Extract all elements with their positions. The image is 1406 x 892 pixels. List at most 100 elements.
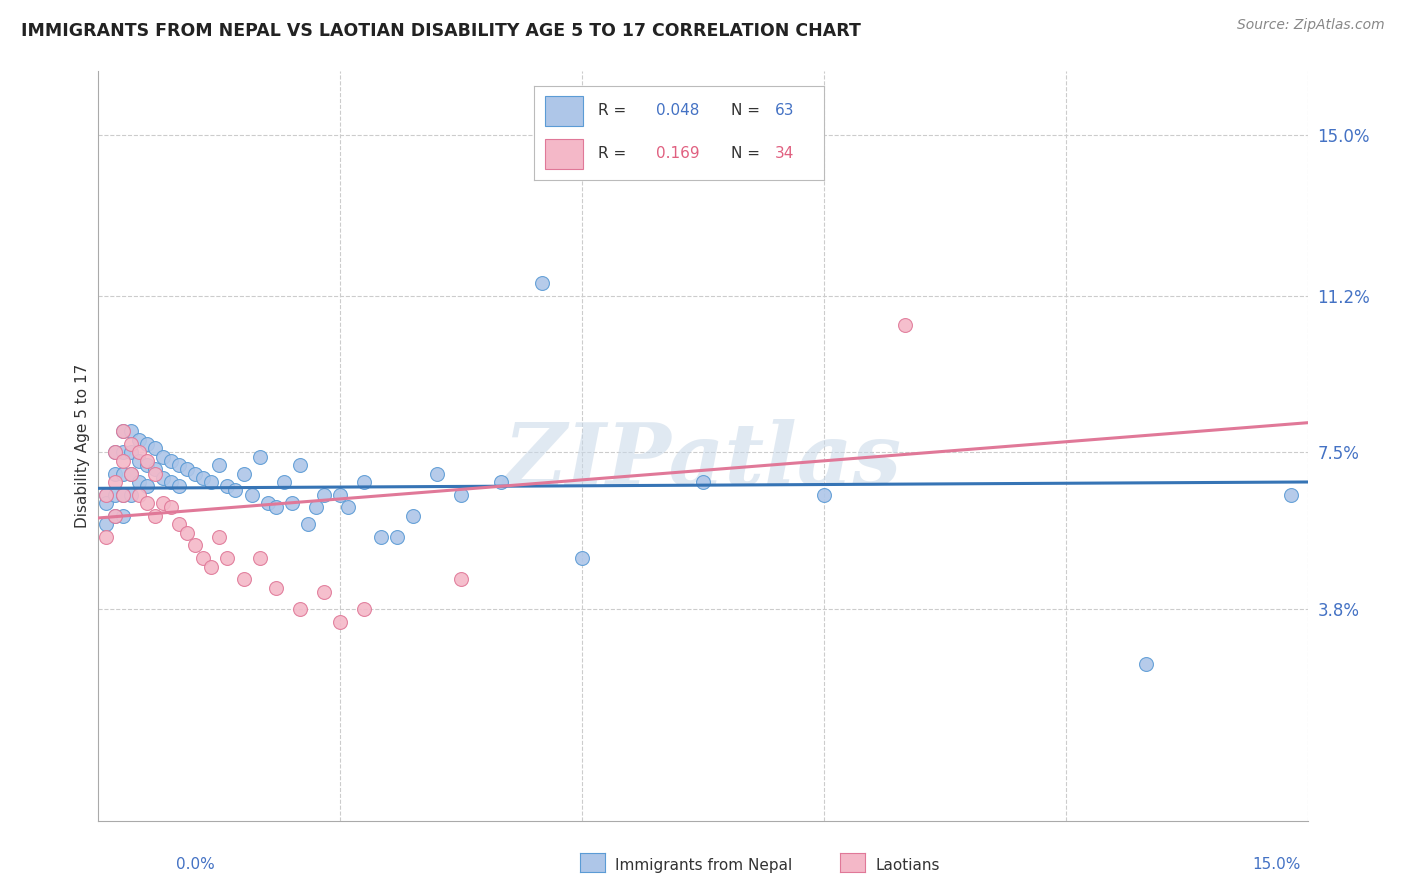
Point xyxy=(96,517,118,532)
Point xyxy=(96,488,118,502)
Point xyxy=(143,462,166,476)
Point xyxy=(1281,488,1303,502)
Point xyxy=(111,424,134,438)
Point xyxy=(111,508,134,523)
Point xyxy=(135,458,157,472)
Point xyxy=(152,496,174,510)
Point xyxy=(103,467,125,481)
Point xyxy=(249,551,271,566)
Text: Source: ZipAtlas.com: Source: ZipAtlas.com xyxy=(1237,18,1385,32)
Point xyxy=(135,479,157,493)
Point xyxy=(120,437,142,451)
Point xyxy=(200,559,222,574)
Point xyxy=(208,458,231,472)
Point xyxy=(143,508,166,523)
Point xyxy=(281,496,304,510)
Point xyxy=(160,454,183,468)
Point xyxy=(893,318,915,333)
Point xyxy=(200,475,222,489)
Text: Immigrants from Nepal: Immigrants from Nepal xyxy=(614,858,793,872)
Text: IMMIGRANTS FROM NEPAL VS LAOTIAN DISABILITY AGE 5 TO 17 CORRELATION CHART: IMMIGRANTS FROM NEPAL VS LAOTIAN DISABIL… xyxy=(21,22,860,40)
Point xyxy=(135,454,157,468)
Point xyxy=(370,530,392,544)
Point xyxy=(193,471,215,485)
Point xyxy=(450,488,472,502)
Point xyxy=(143,467,166,481)
Point xyxy=(120,467,142,481)
Point xyxy=(111,467,134,481)
Point xyxy=(217,551,239,566)
Point xyxy=(128,475,150,489)
Point xyxy=(120,424,142,438)
Point xyxy=(297,517,319,532)
Point xyxy=(232,467,254,481)
Point xyxy=(256,496,278,510)
Point xyxy=(329,488,352,502)
Point xyxy=(167,479,190,493)
Point xyxy=(111,445,134,459)
Point xyxy=(240,488,263,502)
Point xyxy=(103,488,125,502)
Point xyxy=(329,615,352,629)
Point xyxy=(135,437,157,451)
Point xyxy=(128,433,150,447)
Point xyxy=(103,445,125,459)
Point xyxy=(152,471,174,485)
Point xyxy=(96,530,118,544)
Point xyxy=(120,467,142,481)
Point xyxy=(167,458,190,472)
Point xyxy=(111,488,134,502)
Point xyxy=(314,488,336,502)
Point xyxy=(143,441,166,455)
Point xyxy=(353,602,375,616)
Point xyxy=(111,454,134,468)
Point xyxy=(152,450,174,464)
Point xyxy=(692,475,714,489)
Point xyxy=(176,525,198,540)
Text: ZIPatlas: ZIPatlas xyxy=(503,419,903,503)
Point xyxy=(208,530,231,544)
Point xyxy=(249,450,271,464)
Point xyxy=(128,445,150,459)
Point xyxy=(160,475,183,489)
Point xyxy=(103,475,125,489)
Point xyxy=(128,454,150,468)
Point xyxy=(96,496,118,510)
Point xyxy=(184,467,207,481)
Point xyxy=(264,500,287,515)
Point xyxy=(385,530,408,544)
Text: 15.0%: 15.0% xyxy=(1253,857,1301,872)
Point xyxy=(111,424,134,438)
Point xyxy=(224,483,246,498)
Point xyxy=(103,508,125,523)
Point xyxy=(217,479,239,493)
Point xyxy=(120,445,142,459)
Point xyxy=(160,500,183,515)
Text: Laotians: Laotians xyxy=(875,858,939,872)
Point xyxy=(426,467,449,481)
Point xyxy=(103,445,125,459)
Point xyxy=(1135,657,1157,671)
Y-axis label: Disability Age 5 to 17: Disability Age 5 to 17 xyxy=(75,364,90,528)
Point xyxy=(167,517,190,532)
Point xyxy=(176,462,198,476)
Point xyxy=(111,488,134,502)
Point xyxy=(288,602,311,616)
Point xyxy=(530,276,553,290)
Point xyxy=(288,458,311,472)
Point xyxy=(120,488,142,502)
Point xyxy=(305,500,328,515)
Point xyxy=(193,551,215,566)
Point xyxy=(314,585,336,599)
Point xyxy=(135,496,157,510)
Point xyxy=(353,475,375,489)
Text: 0.0%: 0.0% xyxy=(176,857,215,872)
Point xyxy=(96,488,118,502)
Point xyxy=(103,508,125,523)
Point xyxy=(128,488,150,502)
Point xyxy=(813,488,835,502)
Point xyxy=(264,581,287,595)
Point xyxy=(232,572,254,586)
Point xyxy=(402,508,425,523)
Point xyxy=(273,475,295,489)
